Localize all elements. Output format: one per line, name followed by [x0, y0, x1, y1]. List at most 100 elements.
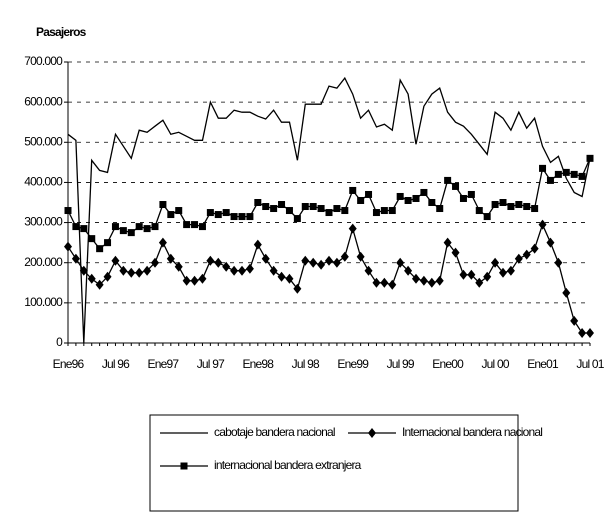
point-marker	[372, 209, 380, 217]
point-marker	[586, 154, 594, 162]
point-marker	[380, 207, 388, 215]
point-marker	[459, 194, 467, 202]
point-marker	[491, 257, 500, 268]
point-marker	[515, 201, 523, 209]
point-marker	[388, 279, 397, 290]
point-marker	[531, 205, 539, 213]
x-tick-label: Ene99	[337, 357, 369, 371]
point-marker	[166, 253, 175, 264]
point-marker	[285, 273, 294, 284]
point-marker	[475, 207, 483, 215]
point-marker	[79, 265, 88, 276]
y-tick-label: 300.000	[24, 215, 63, 229]
point-marker	[539, 164, 547, 172]
point-marker	[135, 267, 144, 278]
x-tick-label: Ene97	[148, 357, 180, 371]
point-marker	[451, 247, 460, 258]
point-marker	[427, 277, 436, 288]
point-marker	[475, 277, 484, 288]
point-marker	[444, 176, 452, 184]
point-marker	[404, 265, 413, 276]
point-marker	[191, 221, 199, 229]
point-marker	[522, 249, 531, 260]
x-tick-label: Ene00	[432, 357, 464, 371]
point-marker	[285, 207, 293, 215]
point-marker	[538, 219, 547, 230]
point-marker	[278, 201, 286, 209]
point-marker	[261, 253, 270, 264]
x-tick-label: Jul 00	[481, 357, 509, 371]
point-marker	[578, 327, 587, 338]
point-marker	[428, 199, 436, 206]
point-marker	[364, 265, 373, 276]
point-marker	[436, 205, 444, 213]
point-marker	[514, 253, 523, 264]
point-marker	[499, 199, 507, 206]
point-marker	[127, 267, 136, 278]
point-marker	[143, 225, 151, 233]
point-marker	[309, 203, 317, 211]
legend-marker	[368, 428, 376, 438]
point-marker	[245, 263, 254, 274]
point-marker	[88, 235, 96, 243]
point-marker	[357, 196, 365, 204]
point-marker	[341, 207, 349, 215]
point-marker	[404, 196, 412, 204]
point-marker	[483, 213, 491, 221]
series-line	[67, 222, 590, 334]
x-tick-label: Jul 98	[292, 357, 320, 371]
point-marker	[230, 213, 238, 221]
chart-title: Pasajeros	[36, 25, 87, 39]
point-marker	[104, 239, 112, 247]
series-line	[67, 76, 591, 344]
point-marker	[270, 205, 278, 213]
point-marker	[523, 203, 531, 211]
point-marker	[167, 211, 175, 219]
point-marker	[143, 265, 152, 276]
point-marker	[530, 243, 539, 254]
point-marker	[554, 257, 563, 268]
point-marker	[87, 273, 96, 284]
point-marker	[254, 199, 262, 206]
point-marker	[491, 201, 499, 209]
point-marker	[452, 182, 460, 190]
point-marker	[420, 188, 428, 196]
point-marker	[72, 223, 80, 231]
point-marker	[80, 225, 88, 233]
point-marker	[95, 279, 104, 290]
point-marker	[175, 207, 183, 215]
point-marker	[269, 265, 278, 276]
point-marker	[159, 201, 167, 209]
point-marker	[396, 257, 405, 268]
point-marker	[372, 277, 381, 288]
point-marker	[301, 203, 309, 211]
point-marker	[238, 265, 246, 276]
point-marker	[246, 213, 254, 221]
point-marker	[151, 223, 159, 231]
point-marker	[71, 253, 80, 264]
x-tick-label: Jul 99	[387, 357, 415, 371]
point-marker	[119, 227, 127, 235]
point-marker	[507, 203, 515, 211]
y-tick-label: 100.000	[24, 295, 63, 309]
legend-marker	[180, 462, 188, 470]
point-marker	[554, 170, 562, 178]
point-marker	[459, 269, 468, 280]
point-marker	[230, 265, 239, 276]
point-marker	[388, 207, 396, 215]
x-tick-label: Ene96	[53, 357, 85, 371]
x-tick-label: Ene01	[527, 357, 559, 371]
legend-label: internacional bandera extranjera	[214, 458, 362, 472]
point-marker	[103, 271, 112, 282]
point-marker	[301, 255, 310, 266]
point-marker	[119, 265, 128, 276]
point-marker	[190, 275, 199, 286]
point-marker	[206, 255, 215, 266]
y-tick-label: 200.000	[24, 255, 63, 269]
point-marker	[64, 207, 72, 215]
point-marker	[578, 172, 586, 180]
point-marker	[222, 261, 231, 272]
point-marker	[349, 186, 357, 194]
point-marker	[467, 190, 475, 198]
